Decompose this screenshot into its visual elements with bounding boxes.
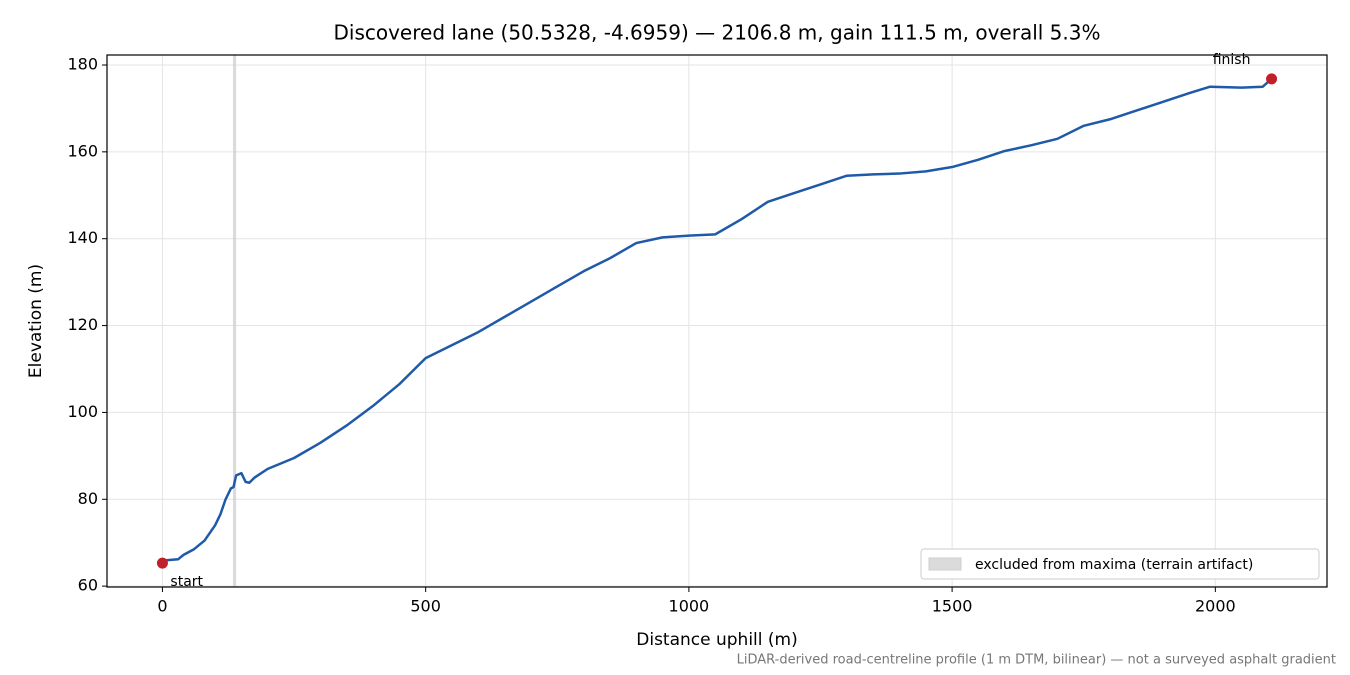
x-tick-label: 1500 xyxy=(932,597,973,616)
y-tick-label: 80 xyxy=(78,489,98,508)
x-tick-label: 0 xyxy=(157,597,167,616)
y-tick-label: 100 xyxy=(67,402,98,421)
endpoint-label: start xyxy=(170,574,203,590)
y-tick-label: 140 xyxy=(67,228,98,247)
legend-swatch xyxy=(928,557,962,571)
endpoint-marker xyxy=(1266,73,1278,85)
y-tick-label: 180 xyxy=(67,54,98,73)
x-tick-label: 500 xyxy=(410,597,441,616)
plot-frame xyxy=(106,54,1328,588)
y-tick-label: 120 xyxy=(67,315,98,334)
footnote: LiDAR-derived road-centreline profile (1… xyxy=(737,653,1336,668)
excluded-band xyxy=(232,55,237,587)
x-tick-label: 1000 xyxy=(669,597,710,616)
legend-label: excluded from maxima (terrain artifact) xyxy=(975,557,1253,573)
y-axis-label: Elevation (m) xyxy=(26,264,46,378)
elevation-line xyxy=(162,77,1273,563)
chart-title: Discovered lane (50.5328, -4.6959) — 210… xyxy=(333,21,1100,45)
y-tick-label: 60 xyxy=(78,576,98,595)
x-tick-label: 2000 xyxy=(1195,597,1236,616)
x-axis-label: Distance uphill (m) xyxy=(636,630,797,650)
endpoint-label: finish xyxy=(1213,52,1251,68)
legend-box xyxy=(920,548,1320,580)
y-tick-label: 160 xyxy=(67,141,98,160)
endpoint-marker xyxy=(156,557,168,569)
